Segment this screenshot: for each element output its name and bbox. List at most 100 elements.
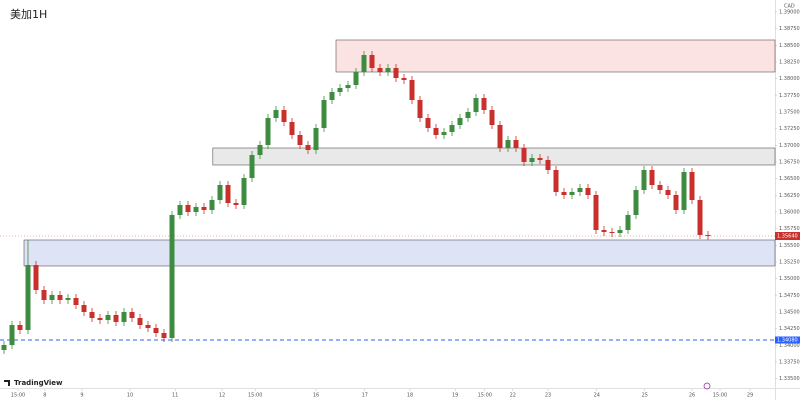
candle-body	[409, 80, 415, 100]
candle-body	[297, 135, 303, 145]
x-tick-label: 15:00	[713, 393, 727, 399]
candle-body	[281, 110, 287, 122]
y-tick-label: 1.33750	[779, 360, 800, 366]
candle-body	[161, 333, 167, 338]
candle-body	[705, 235, 711, 236]
candle-body	[465, 112, 471, 118]
candle-body	[361, 55, 367, 72]
level-tag	[775, 336, 800, 344]
y-tick-label: 1.38750	[779, 26, 800, 32]
candle-body	[513, 140, 519, 148]
candle-body	[289, 122, 295, 135]
candle-body	[505, 140, 511, 148]
event-marker[interactable]	[703, 382, 711, 390]
candle-body	[577, 188, 583, 192]
candle-body	[585, 188, 591, 195]
x-tick-label: 16	[313, 393, 319, 399]
x-tick-label: 15:00	[11, 393, 25, 399]
candle-body	[49, 295, 55, 300]
candle-body	[369, 55, 375, 68]
candle-body	[33, 265, 39, 290]
x-tick-label: 11	[172, 393, 178, 399]
candle-body	[337, 88, 343, 92]
brand-logo: TradingView	[14, 379, 63, 387]
candle-body	[201, 207, 207, 210]
candle-body	[593, 195, 599, 230]
y-tick-label: 1.37000	[779, 143, 800, 149]
candle-body	[545, 160, 551, 170]
candle-body	[449, 125, 455, 132]
x-tick-label: 22	[510, 393, 516, 399]
candle-body	[625, 215, 631, 230]
y-tick-label: 1.34500	[779, 310, 800, 316]
candle-body	[385, 68, 391, 72]
x-tick-label: 12	[219, 393, 225, 399]
y-tick-label: 1.33500	[779, 376, 800, 382]
candle-body	[273, 110, 279, 118]
zone	[212, 147, 776, 166]
candle-body	[569, 192, 575, 195]
candle-body	[497, 125, 503, 148]
candle-body	[9, 325, 15, 345]
candle-body	[185, 205, 191, 212]
candle-body	[417, 100, 423, 118]
candle-body	[313, 128, 319, 150]
y-tick-label: 1.35750	[779, 226, 800, 232]
candle-body	[689, 172, 695, 200]
x-tick-label: 23	[545, 393, 551, 399]
y-tick-label: 1.34250	[779, 326, 800, 332]
candle-body	[249, 155, 255, 178]
candle-body	[649, 170, 655, 185]
candle-body	[265, 118, 271, 145]
candle-body	[433, 128, 439, 135]
candle-body	[1, 345, 7, 350]
x-tick-label: 17	[362, 393, 368, 399]
candle-body	[473, 98, 479, 112]
candle-body	[457, 118, 463, 125]
candle-body	[641, 170, 647, 190]
candle-body	[145, 325, 151, 328]
candle-body	[617, 230, 623, 233]
candle-body	[57, 295, 63, 300]
candle-body	[89, 312, 95, 318]
candle-body	[561, 192, 567, 195]
y-tick-label: 1.38000	[779, 76, 800, 82]
candle-body	[113, 315, 119, 322]
candle-body	[393, 68, 399, 78]
x-tick-label: 15:00	[478, 393, 492, 399]
x-tick-label: 8	[43, 393, 46, 399]
candle-body	[697, 200, 703, 235]
candle-body	[345, 85, 351, 88]
y-tick-label: 1.38500	[779, 43, 800, 49]
candle-body	[193, 207, 199, 212]
candle-body	[81, 305, 87, 312]
x-tick-label: 25	[642, 393, 648, 399]
candle-body	[65, 298, 71, 300]
candle-body	[481, 98, 487, 110]
candle-body	[401, 78, 407, 80]
candle-body	[73, 298, 79, 305]
y-tick-label: 1.34750	[779, 293, 800, 299]
candle-body	[329, 92, 335, 100]
x-tick-label: 10	[127, 393, 133, 399]
candle-body	[553, 170, 559, 192]
x-tick-label: 26	[689, 393, 695, 399]
y-tick-label: 1.36000	[779, 210, 800, 216]
last-price-label: 1.35640	[777, 234, 798, 240]
candle-body	[601, 230, 607, 232]
candle-body	[121, 312, 127, 322]
y-tick-label: 1.36250	[779, 193, 800, 199]
candle-body	[129, 312, 135, 318]
candle-body	[105, 315, 111, 320]
candle-body	[97, 318, 103, 320]
last-price-tag	[775, 232, 800, 240]
candle-body	[177, 205, 183, 215]
candle-body	[489, 110, 495, 125]
chart-title: 美加1H	[10, 8, 47, 21]
candle-body	[41, 290, 47, 300]
candle-body	[657, 185, 663, 190]
candle-body	[673, 195, 679, 210]
zone	[335, 39, 776, 73]
